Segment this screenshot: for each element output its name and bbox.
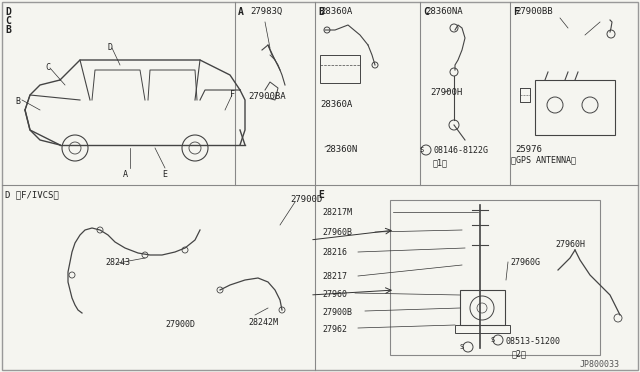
Text: 27900D: 27900D <box>165 320 195 329</box>
Text: 28242M: 28242M <box>248 318 278 327</box>
Text: B: B <box>318 7 324 17</box>
Text: 27983Q: 27983Q <box>250 7 282 16</box>
Text: JP800033: JP800033 <box>580 360 620 369</box>
Text: C: C <box>423 7 429 17</box>
Text: （2）: （2） <box>512 349 527 358</box>
Text: 28217: 28217 <box>322 272 347 281</box>
Text: 28217M: 28217M <box>322 208 352 217</box>
Text: D 〈F/IVCS〉: D 〈F/IVCS〉 <box>5 190 59 199</box>
Bar <box>460 290 505 325</box>
Text: 28216: 28216 <box>322 248 347 257</box>
Text: （1）: （1） <box>433 158 448 167</box>
Text: B: B <box>15 97 20 106</box>
Text: 28360A: 28360A <box>320 7 352 16</box>
Text: 27900H: 27900H <box>430 88 462 97</box>
Text: D: D <box>108 43 113 52</box>
Text: 25976: 25976 <box>515 145 542 154</box>
Text: F: F <box>230 90 235 99</box>
Text: S: S <box>460 344 464 350</box>
Text: 27960B: 27960B <box>322 228 352 237</box>
Bar <box>320 55 360 83</box>
Text: E: E <box>162 170 167 179</box>
Text: D: D <box>5 7 11 17</box>
Text: 08513-51200: 08513-51200 <box>505 337 560 346</box>
Text: B: B <box>5 25 11 35</box>
Text: 27960G: 27960G <box>510 258 540 267</box>
Text: 28360N: 28360N <box>325 145 357 154</box>
Text: 28243: 28243 <box>105 258 130 267</box>
Text: 28360NA: 28360NA <box>425 7 463 16</box>
Text: S: S <box>420 147 424 153</box>
Text: 27900B: 27900B <box>322 308 352 317</box>
Text: C: C <box>45 63 50 72</box>
Text: 08146-8122G: 08146-8122G <box>433 146 488 155</box>
Text: A: A <box>238 7 244 17</box>
Text: C: C <box>5 16 11 26</box>
Text: 27960H: 27960H <box>555 240 585 249</box>
Text: F: F <box>513 7 519 17</box>
Text: 27900BA: 27900BA <box>248 92 285 101</box>
Text: S: S <box>491 337 495 343</box>
Text: 27960: 27960 <box>322 290 347 299</box>
Bar <box>535 80 615 135</box>
Text: 27900D: 27900D <box>290 195 323 204</box>
Text: 28360A: 28360A <box>320 100 352 109</box>
Text: A: A <box>122 170 127 179</box>
Text: 27900BB: 27900BB <box>515 7 552 16</box>
Bar <box>390 200 600 355</box>
Text: E: E <box>318 190 324 200</box>
Bar <box>455 325 510 333</box>
Text: （GPS ANTENNA）: （GPS ANTENNA） <box>511 155 576 164</box>
Text: 27962: 27962 <box>322 325 347 334</box>
